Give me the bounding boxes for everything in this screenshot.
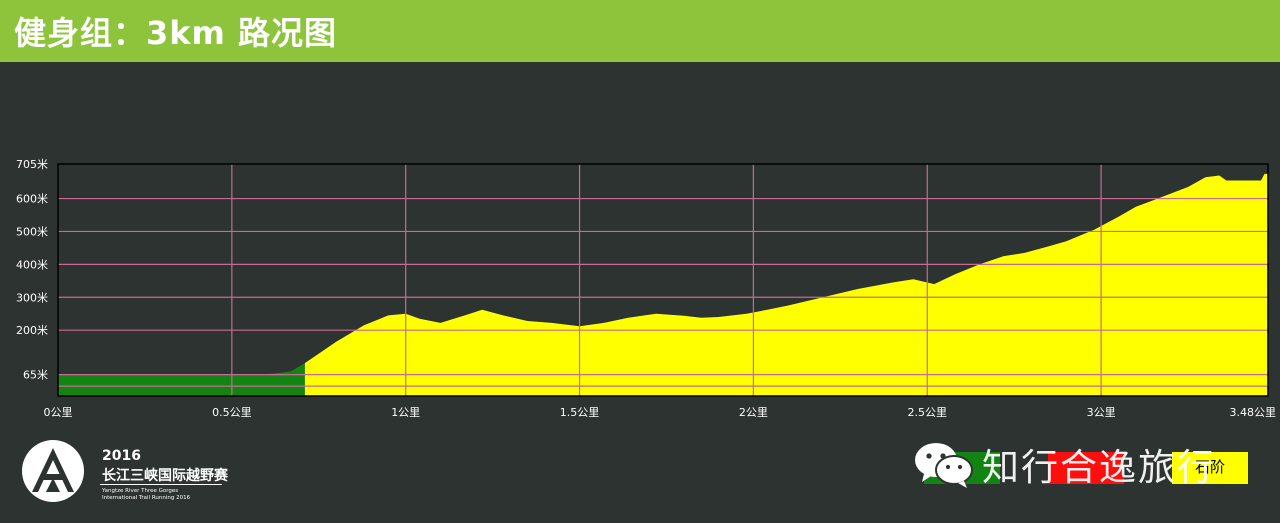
logo-english-line-2: International Trail Running 2016 bbox=[102, 495, 191, 501]
x-tick-label: 0公里 bbox=[44, 406, 73, 419]
y-tick-label: 500米 bbox=[16, 225, 48, 238]
wechat-watermark: 知行合逸旅行 bbox=[912, 440, 1242, 489]
y-tick-label: 200米 bbox=[16, 324, 48, 337]
y-tick-label: 400米 bbox=[16, 258, 48, 271]
y-tick-label: 600米 bbox=[16, 193, 48, 206]
watermark-text: 知行合逸旅行 bbox=[982, 446, 1216, 489]
logo-english-line-1: Yangtze River Three Gorges bbox=[102, 488, 179, 494]
y-tick-label: 65米 bbox=[23, 369, 48, 382]
page-title: 健身组：3km 路况图 bbox=[14, 14, 338, 52]
legend-label: 石阶 bbox=[1194, 458, 1225, 476]
x-tick-label: 3.48公里 bbox=[1230, 406, 1277, 419]
legend-item-red bbox=[1048, 452, 1124, 484]
y-tick-label: 300米 bbox=[16, 291, 48, 304]
x-tick-label: 0.5公里 bbox=[212, 406, 252, 419]
logo-name: 长江三峡国际越野赛 bbox=[102, 468, 228, 484]
elevation-segment-1 bbox=[304, 173, 1269, 396]
y-tick-label: 705米 bbox=[16, 158, 48, 171]
x-tick-label: 2公里 bbox=[739, 406, 768, 419]
triangle-emblem-icon bbox=[32, 448, 74, 492]
x-tick-label: 1公里 bbox=[391, 406, 420, 419]
logo-emblem bbox=[22, 440, 84, 502]
x-tick-label: 2.5公里 bbox=[908, 406, 948, 419]
x-tick-label: 1.5公里 bbox=[560, 406, 600, 419]
elevation-segment-0 bbox=[58, 363, 305, 396]
logo-year: 2016 bbox=[102, 448, 141, 464]
logo-divider bbox=[100, 484, 222, 485]
plot-frame bbox=[57, 163, 1269, 397]
title-bar: 健身组：3km 路况图 bbox=[0, 0, 1280, 62]
x-tick-label: 3公里 bbox=[1087, 406, 1116, 419]
wechat-icon bbox=[915, 443, 973, 488]
event-logo: 2016 长江三峡国际越野赛 Yangtze River Three Gorge… bbox=[22, 440, 232, 510]
legend-item-stone-steps: 石阶 bbox=[1172, 452, 1248, 484]
